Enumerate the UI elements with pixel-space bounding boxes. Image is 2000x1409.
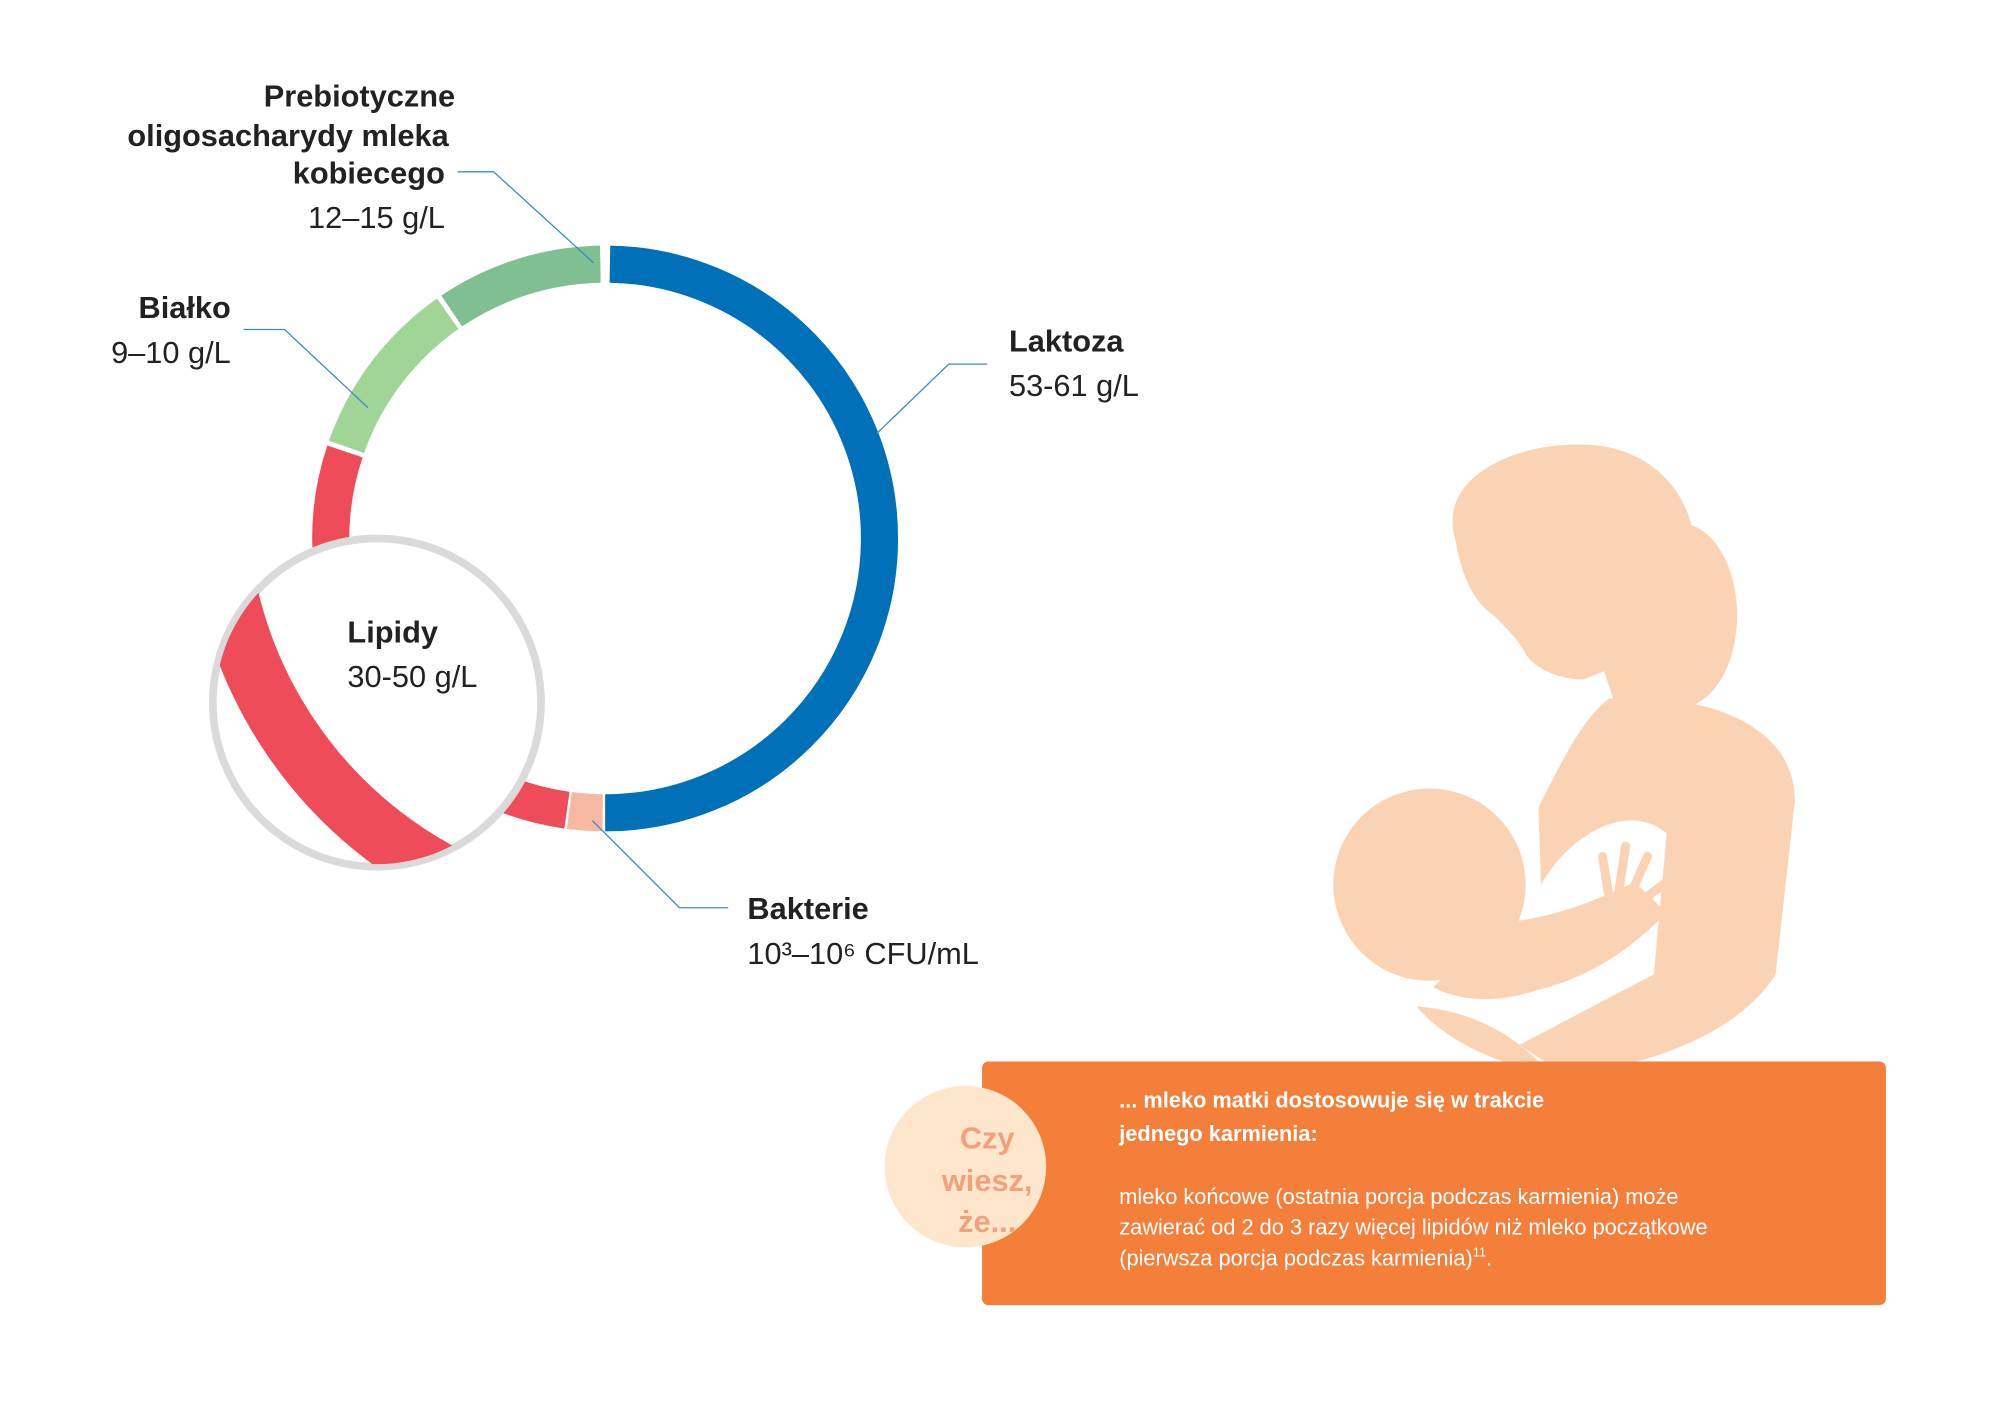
- callout-box: [982, 1061, 1886, 1306]
- label: Bakterie: [747, 891, 868, 926]
- value: 53-61 g/L: [1009, 368, 1139, 403]
- leader-lines: [243, 171, 988, 909]
- callout-end: .: [1486, 1245, 1492, 1270]
- value: 9–10 g/L: [111, 335, 231, 370]
- value: 10³–10⁶ CFU/mL: [747, 936, 978, 971]
- callout-body: (pierwsza porcja podczas karmienia): [1119, 1245, 1472, 1270]
- badge-text: wiesz,: [941, 1163, 1033, 1198]
- label: Białko: [138, 290, 230, 325]
- ring-segment: [328, 298, 459, 454]
- callout-body: (pierwsza porcja podczas karmienia)11.: [1119, 1244, 1492, 1270]
- callout-heading: ... mleko matki dostosowuje się w trakci…: [1119, 1088, 1544, 1113]
- leader-line: [243, 328, 369, 409]
- ring-segment: [566, 792, 604, 832]
- ring-segment: [605, 245, 899, 832]
- value: 12–15 g/L: [308, 200, 445, 235]
- mother-silhouette: [1333, 444, 1795, 1075]
- label: Laktoza: [1009, 323, 1124, 358]
- leader-line: [876, 363, 988, 434]
- badge: [884, 1085, 1047, 1248]
- reference: 11: [1473, 1244, 1486, 1259]
- leader-line: [591, 820, 729, 909]
- callout-body: zawierać od 2 do 3 razy więcej lipidów n…: [1119, 1215, 1707, 1240]
- ring-segment: [441, 245, 601, 327]
- value: 30-50 g/L: [347, 659, 477, 694]
- label: Lipidy: [347, 614, 438, 649]
- label: kobiecego: [293, 155, 445, 190]
- badge-text: Czy: [960, 1121, 1015, 1156]
- leader-line: [457, 171, 595, 264]
- label: Prebiotyczne: [264, 78, 455, 113]
- callout-body: mleko końcowe (ostatnia porcja podczas k…: [1119, 1184, 1678, 1209]
- callout-heading: jednego karmienia:: [1118, 1121, 1318, 1146]
- badge-text: że...: [958, 1204, 1016, 1239]
- label: oligosacharydy mleka: [127, 118, 449, 153]
